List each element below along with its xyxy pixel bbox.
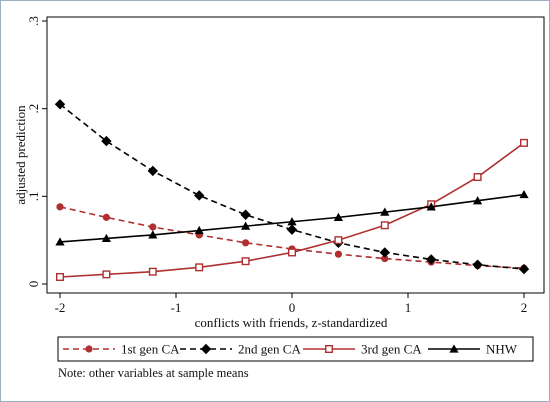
x-tick-label: 0 xyxy=(289,300,296,315)
data-point-nhw xyxy=(473,196,483,205)
legend-item-2nd-gen-ca: 2nd gen CA xyxy=(180,342,301,357)
data-point-2nd-gen-ca xyxy=(240,209,251,220)
data-point-nhw xyxy=(519,189,529,199)
data-point-nhw xyxy=(426,202,436,211)
x-axis-label: conflicts with friends, z-standardized xyxy=(195,315,388,330)
data-point-1st-gen-ca xyxy=(102,213,110,221)
series-layer xyxy=(54,99,530,281)
data-point-3rd-gen-ca xyxy=(380,221,389,230)
legend-marker xyxy=(325,345,334,354)
data-point-nhw xyxy=(148,230,158,239)
data-point-3rd-gen-ca xyxy=(148,267,157,276)
x-axis: -2 -1 0 1 2 xyxy=(55,293,528,315)
series-nhw xyxy=(55,189,529,246)
y-axis-label: adjusted prediction xyxy=(13,105,28,205)
data-point-2nd-gen-ca xyxy=(426,254,437,265)
x-tick-label: -1 xyxy=(171,300,182,315)
data-point-nhw xyxy=(101,233,111,243)
data-point-2nd-gen-ca xyxy=(54,99,66,110)
legend-marker xyxy=(200,343,212,355)
data-point-nhw xyxy=(380,207,390,216)
y-tick-label: .3 xyxy=(26,16,41,26)
legend-item-nhw: NHW xyxy=(428,342,518,357)
data-point-1st-gen-ca xyxy=(149,223,157,231)
chart-note: Note: other variables at sample means xyxy=(58,366,249,380)
data-point-nhw xyxy=(194,225,204,235)
data-point-2nd-gen-ca xyxy=(472,259,483,270)
legend-item-1st-gen-ca: 1st gen CA xyxy=(63,342,180,357)
y-tick-label: .1 xyxy=(26,191,41,201)
data-point-3rd-gen-ca xyxy=(102,270,111,279)
y-axis: 0 .1 .2 .3 xyxy=(26,16,47,287)
data-point-nhw xyxy=(287,217,297,226)
data-point-3rd-gen-ca xyxy=(334,236,343,245)
series-3rd-gen-ca xyxy=(56,138,529,281)
data-point-2nd-gen-ca xyxy=(101,135,112,147)
legend-item-3rd-gen-ca: 3rd gen CA xyxy=(303,342,422,357)
y-tick-label: .2 xyxy=(26,104,41,114)
data-point-2nd-gen-ca xyxy=(518,263,530,275)
data-point-3rd-gen-ca xyxy=(195,263,204,272)
data-point-3rd-gen-ca xyxy=(473,173,482,182)
data-point-3rd-gen-ca xyxy=(288,248,297,257)
data-point-1st-gen-ca xyxy=(242,239,250,247)
data-point-2nd-gen-ca xyxy=(379,247,390,258)
x-tick-label: 2 xyxy=(521,300,528,315)
data-point-nhw xyxy=(55,237,65,246)
legend-label: NHW xyxy=(486,342,518,357)
data-point-2nd-gen-ca xyxy=(147,165,158,177)
legend-label: 1st gen CA xyxy=(121,342,180,357)
legend-label: 2nd gen CA xyxy=(238,342,301,357)
data-point-2nd-gen-ca xyxy=(194,190,205,201)
data-point-1st-gen-ca xyxy=(381,254,389,263)
data-point-3rd-gen-ca xyxy=(241,257,250,266)
data-point-1st-gen-ca xyxy=(334,250,342,258)
data-point-2nd-gen-ca xyxy=(286,224,298,235)
data-point-1st-gen-ca xyxy=(56,203,64,211)
legend-marker xyxy=(85,345,93,353)
x-tick-label: 1 xyxy=(405,300,412,315)
data-point-nhw xyxy=(241,221,251,230)
legend-label: 3rd gen CA xyxy=(361,342,422,357)
data-point-nhw xyxy=(333,212,343,221)
data-point-3rd-gen-ca xyxy=(56,272,65,281)
y-tick-label: 0 xyxy=(26,281,41,288)
x-tick-label: -2 xyxy=(55,300,66,315)
plot-area xyxy=(46,16,545,294)
legend-marker xyxy=(449,344,459,353)
legend: 1st gen CA 2nd gen CA 3rd gen CA NHW xyxy=(63,342,518,357)
data-point-3rd-gen-ca xyxy=(520,138,529,147)
